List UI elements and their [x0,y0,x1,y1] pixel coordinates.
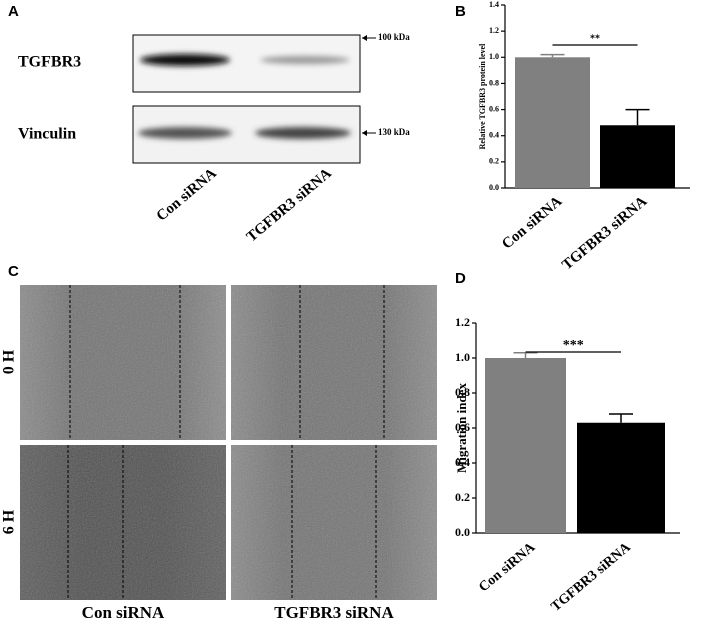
marker-label: 100 kDa [378,32,410,42]
bar [515,57,590,189]
x-tick-label: TGFBR3 siRNA [549,539,635,614]
y-tick-label: 1.0 [455,350,470,364]
y-tick-label: 1.2 [489,26,499,35]
bar [600,125,675,188]
panel-label: B [455,3,466,20]
x-tick-label: Con siRNA [499,193,565,252]
y-tick-label: 0.6 [455,420,470,434]
y-tick-label: 0.6 [489,104,499,113]
row-label: TGFBR3 [18,54,81,71]
row-label: 6 H [1,509,18,534]
y-tick-label: 0.4 [489,131,499,140]
significance-label: *** [563,338,584,353]
panel-label: A [8,3,19,20]
y-tick-label: 0.0 [455,525,470,539]
y-tick-label: 1.2 [455,315,470,329]
blot [132,34,376,164]
bar [577,422,665,533]
lane-label: Con siRNA [154,165,220,224]
lane-label: TGFBR3 siRNA [244,165,335,245]
y-tick-label: 0.2 [455,490,470,504]
error-bar [513,352,538,358]
y-tick-label: 0.8 [455,385,470,399]
y-tick-label: 1.4 [489,0,499,9]
panel-label: D [455,270,466,287]
column-label: TGFBR3 siRNA [274,603,394,622]
y-tick-label: 1.0 [489,52,499,61]
column-label: Con siRNA [82,603,165,622]
y-axis-title: Relative TGFBR3 protein level [478,43,487,149]
bar [485,358,566,533]
panel-label: C [8,263,19,280]
error-bar [609,413,633,423]
y-tick-label: 0.0 [489,183,499,192]
y-tick-label: 0.8 [489,78,499,87]
y-tick-label: 0.2 [489,157,499,166]
y-axis-title: Migration index [454,383,469,473]
row-label: Vinculin [18,126,76,143]
error-bar [540,53,565,58]
x-tick-label: TGFBR3 siRNA [559,193,650,273]
x-tick-label: Con siRNA [476,539,538,595]
significance-label: ** [590,33,600,44]
marker-label: 130 kDa [378,127,410,137]
row-label: 0 H [1,349,18,374]
wound-images [20,285,437,600]
error-bar [625,108,650,126]
y-tick-label: 0.4 [455,455,470,469]
